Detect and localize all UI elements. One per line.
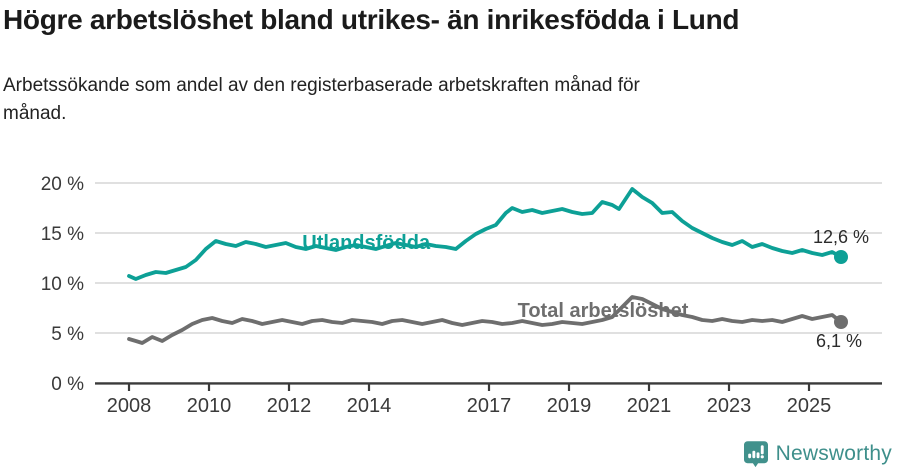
logo-exclamation-bar	[760, 445, 764, 455]
x-tick-label: 2014	[347, 395, 392, 417]
logo-exclamation-dot	[760, 455, 764, 459]
x-axis-ticks: 2008 2010 2012 2014 2017 2019 2021 2023 2025	[107, 384, 832, 417]
x-tick-label: 2025	[787, 395, 832, 417]
y-tick-label: 0 %	[51, 374, 84, 395]
x-tick-label: 2021	[627, 395, 672, 417]
x-tick-label: 2010	[187, 395, 232, 417]
series-label-total-arbetsloshet: Total arbetslöshet	[518, 300, 689, 322]
series-lines	[127, 187, 848, 345]
subtitle-line-2: månad.	[3, 103, 67, 124]
y-tick-label: 15 %	[41, 224, 84, 245]
series-label-utlandsfodda: Utlandsfödda	[302, 232, 431, 254]
y-tick-label: 5 %	[51, 324, 84, 345]
y-tick-label: 10 %	[41, 274, 84, 295]
end-value-label-utlandsfodda: 12,6 %	[813, 227, 869, 247]
end-dot-utlandsfodda	[834, 250, 848, 264]
x-tick-label: 2012	[267, 395, 312, 417]
x-tick-label: 2017	[467, 395, 512, 417]
chart-title: Högre arbetslöshet bland utrikes- än inr…	[3, 4, 740, 35]
newsworthy-brand-link[interactable]: Newsworthy	[743, 440, 892, 468]
x-tick-label: 2008	[107, 395, 152, 417]
chart-subtitle: Arbetssökande som andel av den registerb…	[3, 72, 640, 128]
logo-bar-1	[747, 453, 751, 459]
end-dot-total-arbetsloshet	[834, 315, 848, 329]
brand-name: Newsworthy	[775, 442, 892, 465]
logo-bar-2	[752, 450, 755, 459]
x-tick-label: 2023	[707, 395, 752, 417]
y-tick-label: 20 %	[41, 174, 84, 195]
subtitle-line-1: Arbetssökande som andel av den registerb…	[3, 75, 640, 96]
x-tick-label: 2019	[547, 395, 592, 417]
end-value-label-total-arbetsloshet: 6,1 %	[816, 331, 862, 351]
gridlines: 0 % 5 % 10 % 15 % 20 %	[41, 174, 882, 395]
newsworthy-logo-icon	[743, 441, 768, 468]
series-line-utlandsfodda	[127, 187, 843, 281]
series-line-total-arbetsloshet	[127, 295, 843, 345]
logo-bar-3	[756, 452, 760, 459]
